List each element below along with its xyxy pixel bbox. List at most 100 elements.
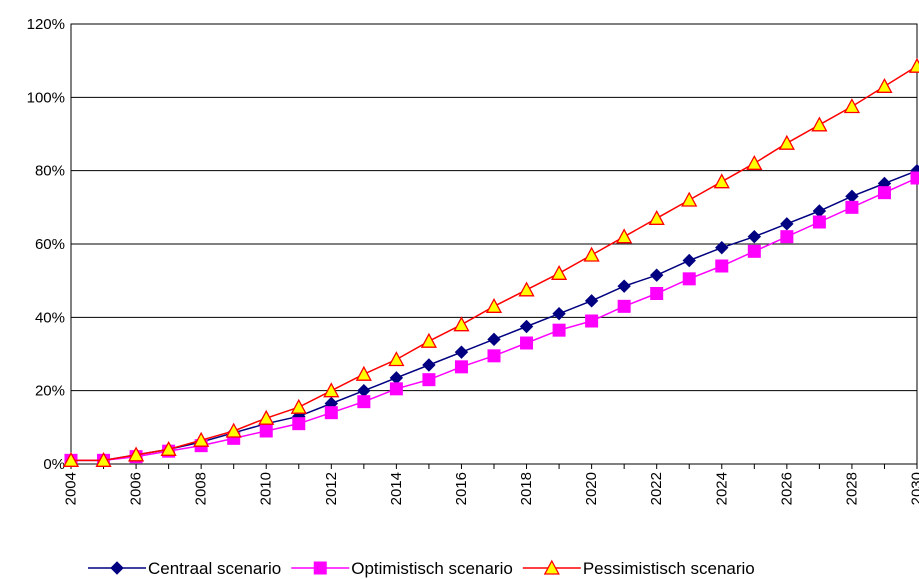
data-point-triangle [616,228,633,244]
series-3 [62,57,919,467]
data-point-triangle [876,77,893,93]
data-point-triangle [746,154,763,170]
legend-item: Optimistisch scenario [291,559,513,578]
data-point-diamond [454,345,469,359]
series-1 [64,163,919,468]
y-tick-label: 120% [27,16,65,33]
data-point-square [812,215,826,229]
x-tick-label: 2022 [648,472,665,505]
data-point-diamond [357,383,371,398]
x-tick-label: 2004 [63,472,80,505]
data-point-diamond [110,561,124,575]
data-point-triangle [485,297,503,313]
x-tick-label: 2016 [453,472,470,505]
data-point-diamond [715,240,729,255]
data-point-triangle [355,365,372,381]
data-point-triangle [518,281,535,297]
data-point-triangle [225,422,242,438]
data-point-triangle [543,559,560,575]
y-tick-label: 60% [35,236,65,253]
gridlines [71,96,917,392]
series-line [71,65,918,462]
data-point-triangle [583,246,600,262]
data-point-triangle [713,173,730,189]
data-point-triangle [323,382,340,398]
data-point-diamond [584,294,599,308]
data-point-square [845,200,859,214]
x-tick-label: 2026 [778,472,795,505]
data-point-square [487,349,501,363]
data-point-triangle [681,191,698,207]
data-point-square [422,373,436,387]
x-tick-label: 2012 [323,472,340,505]
data-point-triangle [550,264,568,280]
data-point-diamond [845,189,859,204]
series-line [71,177,918,462]
data-point-square [520,336,534,350]
x-tick-label: 2008 [193,472,210,505]
data-point-triangle [843,98,861,114]
data-point-triangle [290,398,307,414]
x-tick-label: 2014 [388,472,405,505]
x-tick-label: 2020 [583,472,600,505]
data-point-triangle [908,57,919,73]
data-point-triangle [95,451,112,467]
legend-item: Pessimistisch scenario [522,559,755,578]
x-tick-label: 2010 [258,472,275,505]
data-point-diamond [780,217,794,231]
data-point-diamond [682,253,696,268]
data-point-triangle [258,409,275,425]
data-point-diamond [747,229,762,244]
data-point-square [389,382,403,396]
y-tick-label: 0% [43,456,65,473]
data-point-diamond [812,204,827,218]
y-tick-label: 20% [35,383,65,400]
x-axis-ticks [70,464,918,469]
y-tick-label: 80% [35,163,65,180]
data-point-diamond [617,279,631,293]
series-group [62,57,919,468]
data-point-diamond [422,358,436,372]
data-point-triangle [62,451,80,467]
data-point-square [715,259,729,273]
legend: Centraal scenario Optimistisch scenario Pe… [88,559,755,578]
x-tick-label: 2030 [909,472,919,505]
data-point-square [324,406,338,420]
x-tick-label: 2018 [518,472,535,505]
data-point-triangle [388,351,405,367]
data-point-square [357,395,371,409]
data-point-triangle [778,134,795,150]
data-point-triangle [193,431,210,447]
data-point-diamond [389,371,404,385]
y-tick-label: 100% [27,89,65,106]
legend-label: Pessimistisch scenario [583,559,755,578]
data-point-triangle [453,316,470,332]
series-line [71,169,918,462]
data-point-diamond [552,306,566,321]
data-point-square [617,299,631,313]
legend-label: Optimistisch scenario [351,559,513,578]
data-point-square [747,244,761,258]
y-tick-label: 40% [35,309,65,326]
data-point-square [313,561,327,575]
legend-label: Centraal scenario [148,559,281,578]
data-point-square [454,360,468,374]
x-tick-label: 2028 [843,472,860,505]
data-point-triangle [648,209,665,225]
x-tick-label: 2006 [128,472,145,505]
data-point-square [650,287,664,300]
data-point-square [780,230,794,244]
data-point-triangle [420,332,438,348]
data-point-triangle [811,116,828,132]
data-point-square [585,314,599,328]
data-point-diamond [519,319,534,334]
data-point-square [910,171,919,185]
data-point-square [259,424,273,438]
data-point-square [682,272,696,286]
legend-item: Centraal scenario [88,559,281,578]
x-axis-tick-labels: 2004 2006 2008 2010 2012 2014 2016 2018 2020 2022… [63,472,919,505]
series-2 [64,171,919,467]
y-axis-tick-labels: 0% 20% 40% 60% 80% 100% 120% [27,16,65,473]
data-point-triangle [127,446,145,462]
